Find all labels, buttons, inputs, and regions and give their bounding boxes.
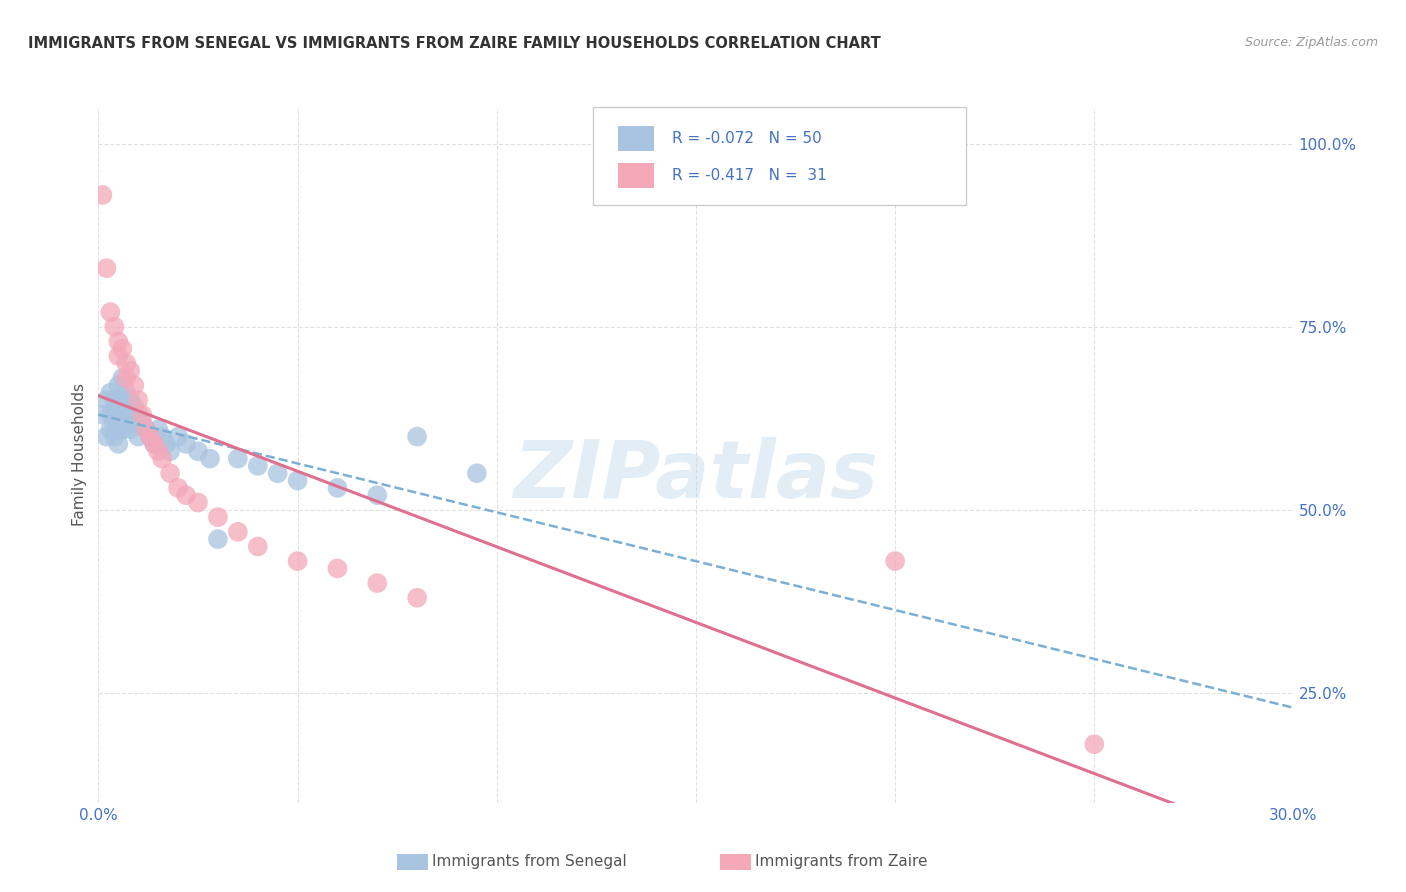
Point: [148, 444, 170, 458]
Point: [120, 422, 142, 436]
Point: [107, 334, 129, 349]
Point: [287, 554, 309, 568]
Point: [120, 408, 142, 422]
Point: [107, 437, 129, 451]
Point: [326, 561, 349, 575]
Point: [167, 429, 190, 443]
Point: [198, 451, 221, 466]
Point: [111, 392, 134, 407]
Point: [326, 481, 349, 495]
Point: [107, 392, 129, 407]
Point: [124, 378, 146, 392]
Text: R = -0.072   N = 50: R = -0.072 N = 50: [672, 131, 823, 145]
Point: [127, 408, 149, 422]
Point: [124, 401, 146, 415]
Text: ZIPatlas: ZIPatlas: [513, 437, 879, 515]
Point: [1083, 737, 1105, 751]
Point: [159, 467, 181, 481]
Point: [150, 451, 173, 466]
Point: [115, 385, 138, 400]
Point: [366, 488, 388, 502]
Point: [226, 524, 249, 539]
Point: [107, 422, 129, 436]
Point: [103, 319, 125, 334]
Point: [91, 188, 114, 202]
Point: [167, 481, 190, 495]
Point: [96, 429, 118, 443]
Point: [267, 467, 290, 481]
Text: Source: ZipAtlas.com: Source: ZipAtlas.com: [1244, 36, 1378, 49]
Point: [143, 437, 166, 451]
Point: [98, 422, 122, 436]
Point: [124, 415, 146, 429]
Point: [111, 408, 134, 422]
Point: [91, 408, 114, 422]
Point: [135, 422, 157, 436]
Text: Immigrants from Senegal: Immigrants from Senegal: [433, 855, 627, 869]
Point: [98, 305, 122, 319]
Point: [207, 532, 229, 546]
Point: [111, 422, 134, 436]
Point: [115, 415, 138, 429]
Point: [103, 415, 125, 429]
Point: [465, 467, 488, 481]
Point: [120, 392, 142, 407]
Point: [98, 385, 122, 400]
Point: [111, 342, 134, 356]
Point: [174, 437, 197, 451]
Point: [103, 392, 125, 407]
Point: [187, 495, 209, 509]
Point: [131, 415, 153, 429]
Point: [107, 378, 129, 392]
Point: [96, 261, 118, 276]
Point: [150, 429, 173, 443]
Text: IMMIGRANTS FROM SENEGAL VS IMMIGRANTS FROM ZAIRE FAMILY HOUSEHOLDS CORRELATION C: IMMIGRANTS FROM SENEGAL VS IMMIGRANTS FR…: [28, 36, 882, 51]
Point: [103, 429, 125, 443]
Point: [131, 408, 153, 422]
Point: [107, 349, 129, 363]
Point: [406, 591, 429, 605]
Point: [287, 474, 309, 488]
Point: [884, 554, 907, 568]
Point: [115, 356, 138, 370]
Point: [103, 401, 125, 415]
Point: [207, 510, 229, 524]
Point: [120, 364, 142, 378]
Point: [107, 408, 129, 422]
Text: Immigrants from Zaire: Immigrants from Zaire: [755, 855, 928, 869]
Point: [127, 392, 149, 407]
Point: [139, 429, 162, 443]
Point: [98, 408, 122, 422]
Point: [159, 444, 181, 458]
Point: [127, 429, 149, 443]
Point: [155, 437, 177, 451]
Point: [115, 401, 138, 415]
Point: [246, 540, 269, 554]
Point: [187, 444, 209, 458]
Point: [96, 392, 118, 407]
Point: [148, 422, 170, 436]
Point: [111, 371, 134, 385]
Point: [226, 451, 249, 466]
Point: [115, 371, 138, 385]
Point: [143, 437, 166, 451]
Point: [366, 576, 388, 591]
Point: [174, 488, 197, 502]
Point: [246, 458, 269, 473]
Point: [135, 422, 157, 436]
Point: [406, 429, 429, 443]
Y-axis label: Family Households: Family Households: [72, 384, 87, 526]
Point: [139, 429, 162, 443]
Text: R = -0.417   N =  31: R = -0.417 N = 31: [672, 169, 827, 183]
